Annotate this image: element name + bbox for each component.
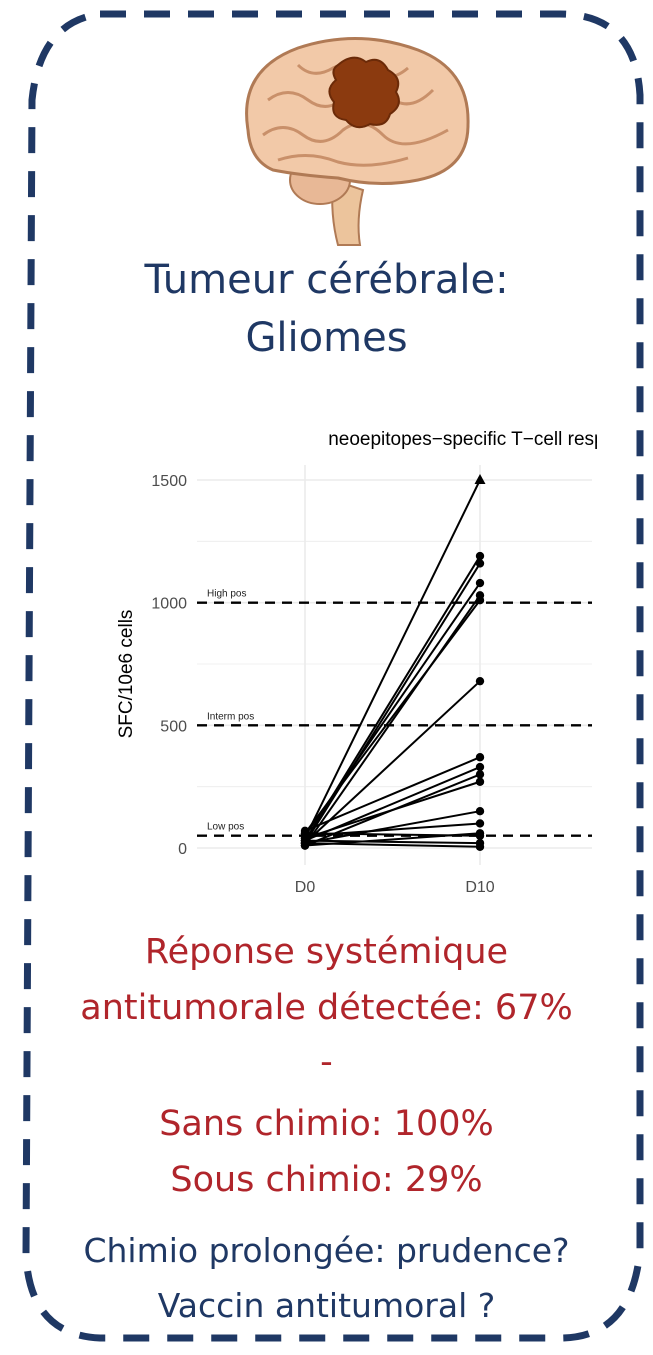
y-tick-label: 500 (160, 718, 187, 735)
title-line-2: Gliomes (245, 315, 408, 361)
series-line (304, 756, 481, 832)
data-point (475, 753, 485, 762)
data-point (475, 819, 485, 828)
series-line (304, 839, 481, 845)
data-point (475, 676, 485, 686)
x-tick-label: D0 (295, 879, 316, 896)
series-line (304, 479, 481, 839)
conclusion-line-2: Vaccin antitumoral ? (157, 1286, 496, 1325)
result-line-1: Réponse systémique (144, 932, 509, 972)
threshold-label: Low pos (207, 822, 244, 833)
y-axis-label: SFC/10e6 cells (116, 610, 137, 739)
series-line (304, 680, 481, 844)
series-line (304, 842, 481, 848)
data-point (475, 831, 485, 840)
threshold-label: High pos (207, 589, 246, 600)
threshold-label: Interm pos (207, 711, 254, 722)
conclusion-line-1: Chimio prolongée: prudence? (83, 1231, 570, 1270)
series-line (304, 562, 481, 844)
series-line (304, 832, 481, 837)
series-line (304, 599, 481, 834)
data-point (475, 551, 485, 561)
tcell-response-chart: High pos Interm pos Low pos 0 500 1000 1500 D… (102, 410, 597, 908)
data-point (474, 474, 486, 484)
brain-tumor-illustration (245, 37, 470, 246)
threshold-lines: High pos Interm pos Low pos (197, 589, 592, 837)
chart-series (300, 474, 486, 851)
title-line-1: Tumeur cérébrale: (144, 257, 509, 303)
data-point (475, 578, 485, 588)
x-tick-label: D10 (465, 879, 494, 896)
result-without-chemo: Sans chimio: 100% (159, 1104, 494, 1144)
y-tick-label: 1500 (151, 473, 187, 490)
data-point (475, 559, 485, 568)
data-point (475, 596, 485, 605)
x-axis-ticks: D0 D10 (295, 879, 495, 896)
data-point (475, 777, 485, 786)
data-point (475, 762, 485, 772)
data-point (300, 829, 310, 838)
data-point (475, 807, 485, 816)
result-separator: - (320, 1042, 333, 1082)
series-line (304, 594, 481, 847)
y-axis-ticks: 0 500 1000 1500 (151, 473, 187, 858)
chart-title: neoepitopes−specific T−cell response (328, 429, 597, 450)
data-point (300, 838, 310, 848)
series-line (304, 780, 481, 840)
y-tick-label: 0 (178, 841, 187, 858)
y-tick-label: 1000 (151, 596, 187, 613)
result-with-chemo: Sous chimio: 29% (170, 1160, 483, 1200)
data-point (475, 842, 485, 851)
series-line (304, 810, 481, 845)
result-line-2: antitumorale détectée: 67% (80, 988, 573, 1028)
data-point (475, 770, 485, 779)
